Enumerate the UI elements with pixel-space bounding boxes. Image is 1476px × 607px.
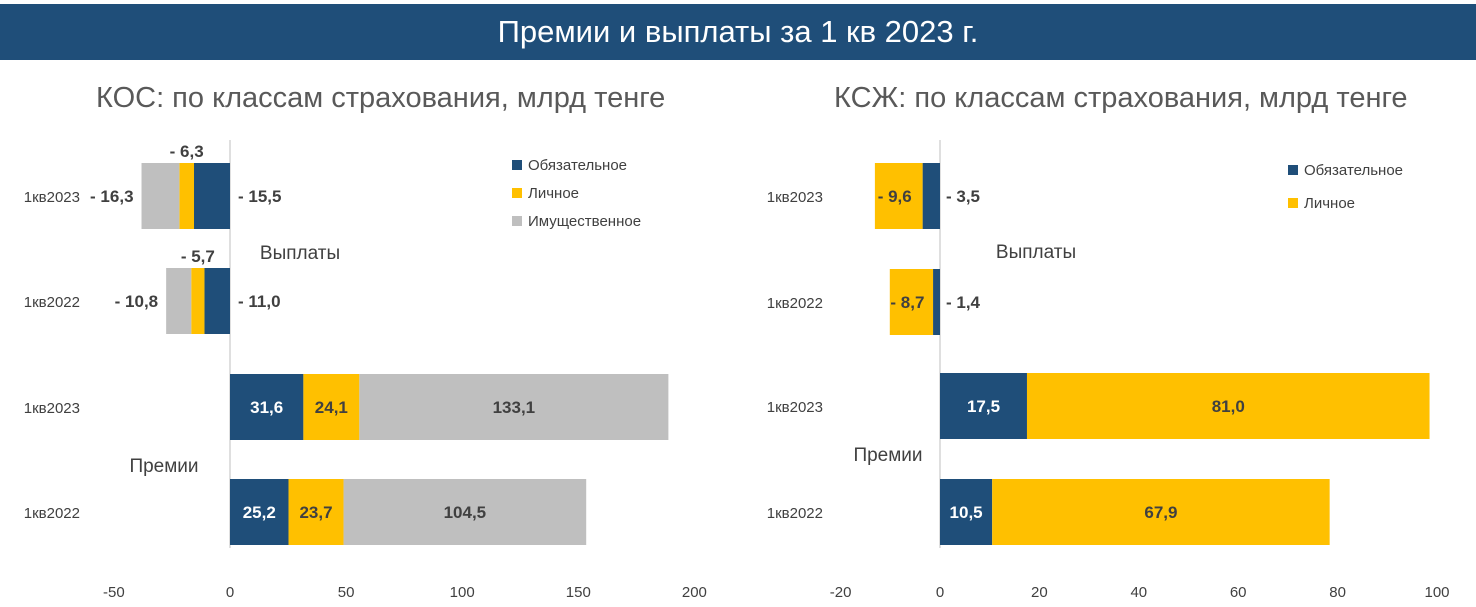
x-tick-label: 80 — [1329, 584, 1346, 601]
x-tick-label: 150 — [566, 584, 591, 601]
group-label-premii: Премии — [853, 445, 922, 466]
legend-label-lichnoe: Личное — [1304, 195, 1355, 212]
data-label-imuschestvennoe: 104,5 — [444, 503, 487, 522]
bar-obyazatelnoe — [204, 268, 230, 334]
bar-imuschestvennoe — [343, 479, 587, 545]
bar-imuschestvennoe — [141, 163, 180, 229]
bar-obyazatelnoe — [194, 163, 230, 229]
data-label-lichnoe: 67,9 — [1144, 503, 1177, 522]
group-label-yplaty: Выплаты — [260, 243, 340, 264]
chart-title-kos: КОС: по классам страхования, млрд тенге — [96, 82, 666, 114]
category-label: 1кв2022 — [767, 505, 823, 522]
bar-obyazatelnoe — [940, 479, 993, 545]
legend-swatch-obyazatelnoe — [1288, 165, 1298, 175]
x-tick-label: 0 — [226, 584, 234, 601]
bar-lichnoe — [874, 163, 923, 229]
category-label: 1кв2023 — [767, 189, 823, 206]
legend-label-lichnoe: Личное — [528, 185, 579, 202]
bar-obyazatelnoe — [922, 163, 940, 229]
bar-obyazatelnoe — [230, 374, 304, 440]
page-title: Премии и выплаты за 1 кв 2023 г. — [497, 14, 979, 49]
bar-obyazatelnoe — [940, 373, 1027, 439]
data-label-lichnoe: - 8,7 — [890, 293, 924, 312]
data-label-lichnoe: - 5,7 — [181, 247, 215, 266]
x-tick-label: 200 — [682, 584, 707, 601]
legend-label-imuschestvennoe: Имущественное — [528, 213, 641, 230]
data-label-obyazatelnoe: 17,5 — [967, 397, 1000, 416]
category-label: 1кв2022 — [24, 294, 80, 311]
bar-lichnoe — [303, 374, 360, 440]
category-label: 1кв2022 — [767, 295, 823, 312]
title-banner: Премии и выплаты за 1 кв 2023 г. — [0, 4, 1476, 60]
data-label-obyazatelnoe: - 3,5 — [946, 187, 980, 206]
chart-ksj: -20 0 20 40 60 80 100 1кв2023 1кв2022 1кв2023 1кв2… — [767, 140, 1450, 601]
data-label-lichnoe: 23,7 — [299, 503, 332, 522]
bar-lichnoe — [179, 163, 195, 229]
data-label-obyazatelnoe: 31,6 — [250, 398, 283, 417]
x-tick-label: 60 — [1230, 584, 1247, 601]
data-label-imuschestvennoe: - 10,8 — [115, 292, 158, 311]
x-tick-label: 0 — [936, 584, 944, 601]
data-label-obyazatelnoe: 10,5 — [950, 503, 983, 522]
x-tick-label: 100 — [1424, 584, 1449, 601]
bar-lichnoe — [288, 479, 344, 545]
category-label: 1кв2023 — [24, 189, 80, 206]
group-label-yplaty: Выплаты — [996, 242, 1076, 263]
bar-obyazatelnoe — [933, 269, 940, 335]
x-tick-label: 40 — [1130, 584, 1147, 601]
data-label-obyazatelnoe: 25,2 — [243, 503, 276, 522]
data-label-obyazatelnoe: - 15,5 — [238, 187, 281, 206]
data-label-lichnoe: 24,1 — [315, 398, 348, 417]
data-label-lichnoe: - 9,6 — [878, 187, 912, 206]
legend-swatch-lichnoe — [512, 188, 522, 198]
chart-kos: -50 0 50 100 150 200 1кв2023 1кв2022 1кв2023 1кв2… — [24, 140, 707, 601]
bar-lichnoe — [191, 268, 205, 334]
bar-obyazatelnoe — [230, 479, 289, 545]
bar-lichnoe — [889, 269, 934, 335]
bar-lichnoe — [992, 479, 1330, 545]
data-label-lichnoe: - 6,3 — [170, 142, 204, 161]
bar-imuschestvennoe — [359, 374, 669, 440]
category-label: 1кв2022 — [24, 505, 80, 522]
x-tick-label: 20 — [1031, 584, 1048, 601]
data-label-imuschestvennoe: - 16,3 — [90, 187, 133, 206]
category-label: 1кв2023 — [767, 399, 823, 416]
legend-swatch-imuschestvennoe — [512, 216, 522, 226]
group-label-premii: Премии — [129, 456, 198, 477]
data-label-obyazatelnoe: - 11,0 — [238, 292, 281, 311]
x-tick-label: -50 — [103, 584, 125, 601]
x-tick-label: 50 — [338, 584, 355, 601]
legend-swatch-obyazatelnoe — [512, 160, 522, 170]
data-label-lichnoe: 81,0 — [1212, 397, 1245, 416]
legend-swatch-lichnoe — [1288, 198, 1298, 208]
x-tick-label: -20 — [830, 584, 852, 601]
x-tick-label: 100 — [450, 584, 475, 601]
legend-label-obyazatelnoe: Обязательное — [1304, 162, 1403, 179]
bar-lichnoe — [1026, 373, 1430, 439]
bar-imuschestvennoe — [166, 268, 192, 334]
data-label-imuschestvennoe: 133,1 — [493, 398, 536, 417]
chart-title-ksj: КСЖ: по классам страхования, млрд тенге — [834, 82, 1408, 114]
category-label: 1кв2023 — [24, 400, 80, 417]
data-label-obyazatelnoe: - 1,4 — [946, 293, 981, 312]
legend-label-obyazatelnoe: Обязательное — [528, 157, 627, 174]
